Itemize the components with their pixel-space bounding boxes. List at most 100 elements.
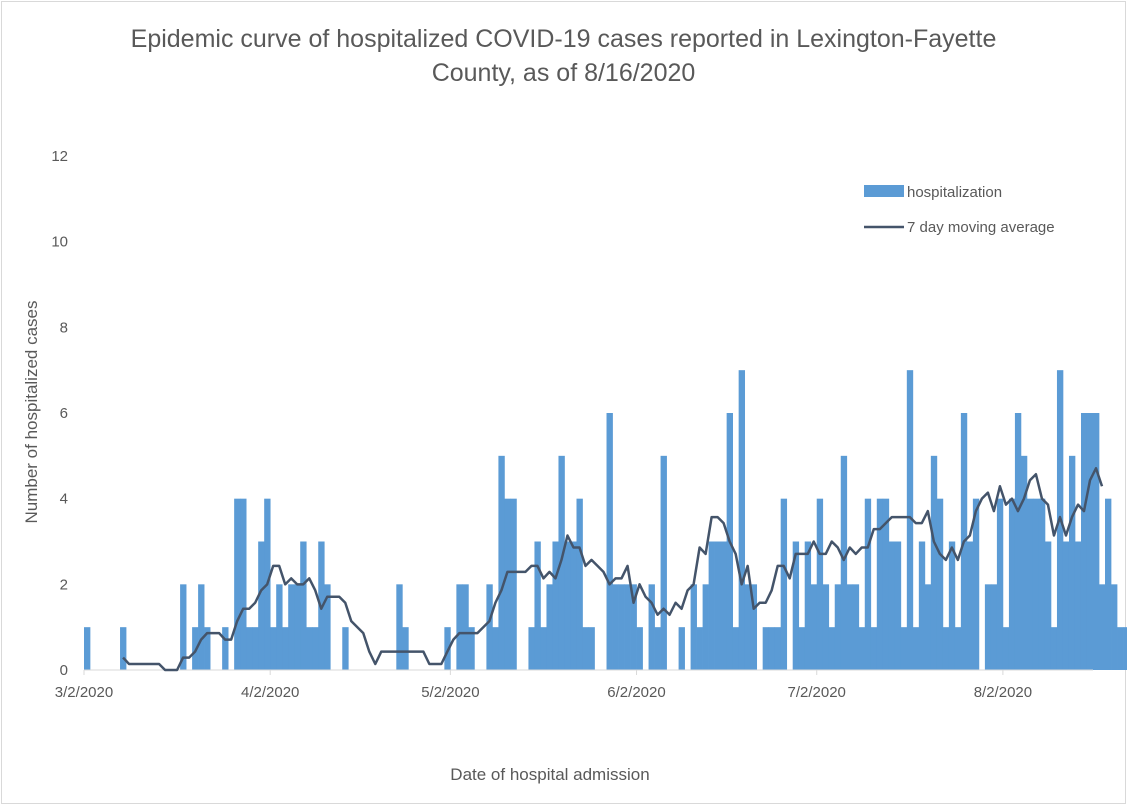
- bar: [792, 541, 800, 670]
- bar: [252, 627, 259, 670]
- bar: [828, 627, 836, 670]
- bar: [1008, 498, 1016, 670]
- bar: [702, 584, 709, 670]
- bar: [738, 370, 746, 670]
- bar: [990, 584, 998, 670]
- x-tick-label: 6/2/2020: [607, 684, 665, 701]
- bar: [846, 584, 854, 670]
- bar: [918, 541, 926, 670]
- bar: [324, 584, 331, 670]
- bar: [486, 584, 493, 670]
- bar: [1123, 627, 1127, 670]
- y-tick-label: 0: [60, 662, 68, 679]
- bar: [402, 627, 409, 670]
- bar: [564, 541, 571, 670]
- x-tick-label: 4/2/2020: [241, 684, 299, 701]
- bar: [654, 627, 661, 670]
- bar: [204, 627, 211, 670]
- bar: [492, 627, 499, 670]
- bar: [462, 584, 469, 670]
- bar: [1026, 498, 1034, 670]
- bar: [888, 541, 896, 670]
- bar: [582, 627, 589, 670]
- bar: [1068, 455, 1076, 670]
- bar: [342, 627, 349, 670]
- bar: [1032, 498, 1040, 670]
- bar: [858, 627, 866, 670]
- bar: [1038, 498, 1046, 670]
- bar: [1044, 541, 1052, 670]
- bar: [300, 541, 307, 670]
- bar: [612, 584, 619, 670]
- x-tick-label: 8/2/2020: [974, 684, 1032, 701]
- bar: [1099, 584, 1106, 670]
- chart-title: Epidemic curve of hospitalized COVID-19 …: [130, 25, 997, 87]
- bar: [1080, 413, 1088, 670]
- bar: [984, 584, 992, 670]
- bar: [282, 627, 289, 670]
- bar: [1020, 455, 1028, 670]
- bar: [768, 627, 776, 670]
- y-tick-label: 12: [51, 148, 68, 165]
- bar: [930, 455, 938, 670]
- bar: [294, 584, 301, 670]
- bar: [840, 455, 848, 670]
- bar: [894, 541, 902, 670]
- bar: [546, 584, 553, 670]
- bar: [900, 627, 908, 670]
- line-series-7-day-moving-average: [122, 467, 1104, 672]
- bar: [996, 498, 1004, 670]
- bar: [678, 627, 685, 670]
- bar: [732, 627, 739, 670]
- bar: [906, 370, 914, 670]
- legend: hospitalization 7 day moving average: [864, 184, 1055, 236]
- bar: [1002, 627, 1010, 670]
- bar: [954, 627, 962, 670]
- bar: [624, 584, 631, 670]
- bar: [222, 627, 229, 670]
- bar: [780, 498, 788, 670]
- bar: [834, 584, 842, 670]
- bar: [510, 498, 517, 670]
- bar: [468, 627, 475, 670]
- bar: [690, 584, 697, 670]
- bar: [288, 584, 295, 670]
- bar: [606, 413, 613, 670]
- bar: [972, 498, 980, 670]
- bar: [942, 627, 950, 670]
- bar: [870, 627, 878, 670]
- x-tick-label: 5/2/2020: [421, 684, 479, 701]
- bar: [774, 627, 782, 670]
- bar: [540, 627, 547, 670]
- bar: [1050, 627, 1058, 670]
- bar: [882, 498, 890, 670]
- bar: [822, 584, 830, 670]
- y-tick-label: 2: [60, 576, 68, 593]
- bar: [246, 627, 253, 670]
- bar: [660, 455, 667, 670]
- bar: [240, 498, 247, 670]
- bar: [714, 541, 721, 670]
- bar: [708, 541, 715, 670]
- bar: [864, 498, 872, 670]
- bar: [84, 627, 91, 670]
- bar: [630, 584, 637, 670]
- bar: [120, 627, 127, 670]
- bar: [744, 584, 752, 670]
- bar: [816, 498, 824, 670]
- y-tick-label: 4: [60, 491, 68, 508]
- y-tick-label: 8: [60, 319, 68, 336]
- legend-label-hospitalization: hospitalization: [907, 184, 1002, 201]
- legend-swatch-hospitalization: [864, 185, 904, 197]
- bar: [588, 627, 595, 670]
- bar: [852, 584, 860, 670]
- bar: [948, 541, 956, 670]
- legend-label-moving-average: 7 day moving average: [907, 219, 1055, 236]
- bar: [636, 627, 643, 670]
- bar: [312, 627, 319, 670]
- bar: [1093, 413, 1100, 670]
- x-tick-label: 3/2/2020: [55, 684, 113, 701]
- bar: [1111, 584, 1118, 670]
- bar: [936, 498, 944, 670]
- bar: [1086, 413, 1094, 670]
